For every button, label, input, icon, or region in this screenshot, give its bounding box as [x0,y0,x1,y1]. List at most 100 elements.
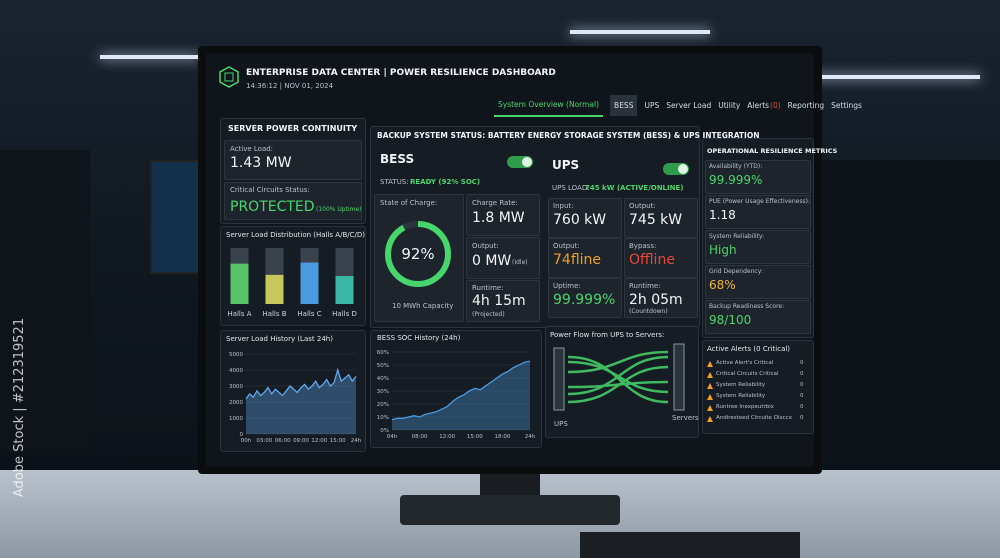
nav-item[interactable]: Alerts [747,100,770,110]
ceiling-light [100,55,200,59]
metric-box [548,278,622,318]
metric-value: High [709,243,737,257]
metric-value: 74fline [553,252,602,268]
keyboard [580,532,800,558]
alert-icon [707,405,713,411]
status-label: UPS LOAD: [552,184,590,192]
capacity: 10 MWh Capacity [392,302,454,310]
donut-arc [385,221,451,287]
x-tick-label: 15:00 [467,434,483,440]
nav-item[interactable]: UPS [644,100,660,110]
metric-label: Output: [472,242,499,250]
bar [300,262,319,304]
x-tick-label: 24h [351,438,362,444]
y-tick-label: 60% [377,350,389,356]
status-value: 745 kW (ACTIVE/ONLINE) [585,184,684,192]
nav-item[interactable]: BESS [610,94,638,116]
x-tick-label: Halls D [332,310,357,318]
metric-value: 4h 15m [472,293,526,309]
alert-label: Critical Circuits Critical [716,371,779,377]
flow-target: Servers [672,414,699,422]
alert-count: 0 [800,360,804,366]
metric-box [466,237,540,279]
metric-value: 99.999% [553,292,616,308]
alert-count: 0 [800,393,804,399]
metric-note: (Countdown) [629,308,668,315]
watermark: Adobe Stock | #212319521 [12,317,28,498]
x-tick-label: 15:00 [330,438,346,444]
alert-label: Runtree Inexpeutrbix [716,404,775,410]
chart-title: BESS SOC History (24h) [377,334,461,342]
bar [265,274,284,304]
metric-label: PUE (Power Usage Effectiveness): [709,198,810,205]
metric-label: Output: [553,242,580,250]
x-tick-label: 18:00 [494,434,510,440]
alert-label: System Reliability [716,382,766,388]
background-monitor [150,160,202,274]
x-tick-label: 08:00 [412,434,428,440]
metric-label: Availability (YTD): [709,163,763,170]
nav-item[interactable]: Server Load [666,100,712,110]
metric-value: 0 MW [472,253,512,269]
status-note: (100% Uptime) [316,206,362,213]
metric-box [466,194,540,236]
alert-label: Andiresteed Clrcuite Olxccx [716,415,792,421]
x-tick-label: 24h [525,434,536,440]
metric-value: 1.18 [709,208,736,222]
metric-value: 2h 05m [629,292,683,308]
line [245,367,357,400]
metric-label: Runtime: [629,282,661,290]
metric-label: Bypass: [629,242,657,250]
y-tick-label: 4000 [229,368,243,374]
nav-bar: System Overview (Normal) BESS UPS Server Lo… [494,92,862,118]
area [246,370,356,434]
alert-icon [707,361,713,367]
x-tick-label: Halls C [297,310,321,318]
y-tick-label: 40% [377,376,389,382]
ceiling-light [800,75,980,79]
alert-count: 0 [800,404,804,410]
metric-box [548,238,622,278]
toggle[interactable] [663,163,689,175]
hall-chart: Halls A Halls B Halls C Halls D [227,248,357,318]
nav-item[interactable]: System Overview (Normal) [494,94,604,117]
metric-box [224,140,362,180]
x-tick-label: 03:00 [256,438,272,444]
metric-value: 1.43 MW [230,155,292,171]
metric-note: (Idle) [512,259,528,266]
alert-icon [707,383,713,389]
y-tick-label: 20% [377,402,389,408]
y-tick-label: 3000 [229,384,243,390]
logo-icon [219,66,239,88]
metric-value: Offline [629,252,675,268]
alert-icon [707,394,713,400]
flow-diagram [553,343,685,411]
metric-label: Backup Readiness Score: [709,303,785,310]
panel-title: Active Alerts (0 Critical) [707,345,791,353]
line [391,360,531,421]
nav-item[interactable]: Utility [718,100,741,110]
y-tick-label: 5000 [229,352,243,358]
metric-box [705,230,811,264]
ceiling-light [570,30,710,34]
server-rack [820,160,1000,460]
x-tick-label: 09:00 [293,438,309,444]
alert-count: (0) [770,100,781,110]
alert-icon [707,416,713,422]
nav-item[interactable]: Reporting [787,100,825,110]
x-tick-label: 06:00 [275,438,291,444]
soc-donut: 92% [385,221,451,287]
metric-box [624,278,698,318]
y-tick-label: 30% [377,389,389,395]
server-rack [0,150,90,450]
metric-label: Runtime: [472,284,504,292]
nav-item[interactable]: Settings [831,100,862,110]
metric-label: Charge Rate: [472,199,518,207]
toggle[interactable] [507,156,533,168]
x-tick-label: 04h [387,434,398,440]
chart-title: Server Load Distribution (Halls A/B/C/D) [226,231,365,239]
panel-title: SERVER POWER CONTINUITY [228,124,358,133]
metric-box [548,198,622,238]
